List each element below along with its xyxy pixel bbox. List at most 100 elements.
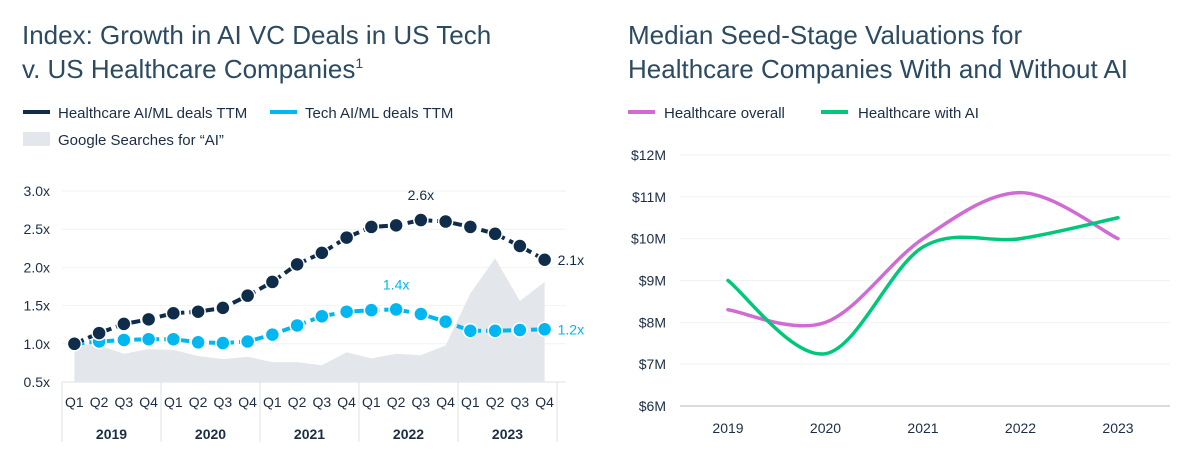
y-tick-label: $6M — [639, 398, 666, 414]
x-tick-year: 2022 — [393, 426, 424, 442]
left-lines: 2.6x 2.1x 1.4x 1.2x — [66, 187, 584, 352]
data-point-tech — [116, 332, 132, 348]
y-tick-label: 2.0x — [24, 259, 50, 275]
y-tick-label: 2.5x — [24, 221, 50, 237]
data-point-tech — [215, 335, 231, 351]
data-point-tech — [413, 306, 429, 322]
y-tick-label: 1.0x — [24, 336, 50, 352]
data-point-tech — [289, 317, 305, 334]
data-point-healthcare — [536, 252, 553, 268]
left-chart-title-line1: Index: Growth in AI VC Deals in US Tech — [22, 20, 491, 50]
right-chart-title-line2: Healthcare Companies With and Without AI — [628, 54, 1128, 84]
data-point-healthcare — [487, 226, 503, 242]
x-tick-quarter: Q4 — [535, 394, 554, 410]
legend-label-google: Google Searches for “AI” — [58, 132, 224, 149]
left-chart-title-line2: v. US Healthcare Companies — [22, 54, 355, 84]
x-tick-quarter: Q1 — [263, 394, 282, 410]
data-point-tech — [512, 322, 528, 338]
x-tick-quarter: Q3 — [313, 394, 332, 410]
left-axis: Q1 Q2 Q3 Q4 2019 Q1 Q2 Q3 Q4 2020 Q1 Q2 Q3 Q4 2021 Q1 Q2… — [61, 382, 558, 442]
x-tick-label: 2021 — [907, 420, 938, 436]
google-searches-area — [74, 258, 545, 382]
x-tick-quarter: Q1 — [164, 394, 183, 410]
data-point-tech — [487, 323, 503, 339]
title-footnote: 1 — [355, 55, 363, 71]
x-tick-quarter: Q2 — [90, 394, 109, 410]
x-tick-quarter: Q4 — [238, 394, 257, 410]
x-tick-label: 2020 — [810, 420, 841, 436]
x-tick-label: 2022 — [1005, 420, 1036, 436]
x-tick-quarter: Q4 — [139, 394, 158, 410]
right-chart: Median Seed-Stage Valuations for Healthc… — [628, 20, 1170, 436]
x-tick-quarter: Q2 — [189, 394, 208, 410]
data-point-healthcare — [314, 245, 330, 261]
data-point-tech — [462, 323, 479, 339]
x-tick-quarter: Q3 — [214, 394, 233, 410]
data-point-healthcare — [91, 325, 107, 341]
y-tick-label: $11M — [632, 189, 666, 205]
series-line-overall — [726, 190, 1120, 328]
data-label: 2.1x — [558, 252, 584, 268]
left-chart: Index: Growth in AI VC Deals in US Tech … — [22, 20, 584, 442]
data-point-healthcare — [190, 303, 206, 320]
data-point-healthcare — [289, 256, 305, 273]
x-tick-quarter: Q1 — [461, 394, 480, 410]
right-grid: $6M $7M $8M $9M $10M $11M $12M 2019 2020 2021 2022… — [631, 147, 1170, 436]
data-point-tech — [363, 302, 380, 318]
data-point-healthcare — [363, 219, 380, 235]
x-tick-quarter: Q3 — [511, 394, 530, 410]
data-point-healthcare — [388, 217, 404, 234]
x-tick-year: 2023 — [492, 426, 523, 442]
x-tick-quarter: Q1 — [65, 394, 84, 410]
data-point-healthcare — [338, 229, 355, 246]
x-tick-quarter: Q2 — [288, 394, 307, 410]
data-point-healthcare — [512, 238, 528, 254]
data-point-healthcare — [66, 336, 83, 352]
y-tick-label: $8M — [639, 314, 666, 330]
x-tick-year: 2020 — [195, 426, 226, 442]
x-tick-label: 2019 — [712, 420, 743, 436]
legend-label-with-ai: Healthcare with AI — [858, 105, 979, 122]
data-point-healthcare — [116, 316, 132, 332]
data-point-tech — [536, 321, 553, 338]
left-area — [74, 258, 545, 382]
data-point-tech — [190, 334, 206, 351]
x-tick-quarter: Q3 — [115, 394, 134, 410]
data-point-healthcare — [462, 219, 479, 235]
series-line-with-ai — [726, 216, 1120, 356]
x-tick-year: 2019 — [96, 426, 127, 442]
legend-swatch-with-ai — [821, 110, 848, 114]
data-point-tech — [264, 326, 281, 343]
data-point-tech — [388, 301, 404, 318]
data-point-tech — [165, 331, 182, 347]
x-tick-label: 2023 — [1102, 420, 1133, 436]
x-tick-quarter: Q2 — [486, 394, 505, 410]
right-lines — [726, 190, 1120, 356]
x-tick-quarter: Q4 — [436, 394, 455, 410]
y-tick-label: 3.0x — [24, 183, 50, 199]
data-point-tech — [314, 308, 330, 325]
data-point-healthcare — [140, 311, 157, 328]
legend-label-tech: Tech AI/ML deals TTM — [305, 105, 453, 122]
data-label: 1.4x — [383, 276, 409, 292]
y-tick-label: $10M — [631, 231, 666, 247]
legend-label-overall: Healthcare overall — [664, 105, 785, 122]
y-tick-label: $12M — [631, 147, 666, 163]
data-label: 2.6x — [408, 187, 434, 203]
legend-swatch-google — [23, 132, 50, 146]
x-tick-quarter: Q2 — [387, 394, 406, 410]
y-tick-label: 1.5x — [24, 298, 50, 314]
data-point-healthcare — [264, 274, 281, 290]
data-point-tech — [140, 331, 157, 347]
data-point-tech — [239, 333, 256, 350]
y-tick-label: 0.5x — [24, 374, 50, 390]
left-grid: 0.5x 1.0x 1.5x 2.0x 2.5x 3.0x — [24, 183, 566, 390]
x-tick-year: 2021 — [294, 426, 325, 442]
legend-swatch-tech — [270, 110, 297, 114]
y-tick-label: $9M — [639, 273, 666, 289]
data-point-tech — [437, 313, 454, 330]
legend-swatch-healthcare — [23, 110, 50, 114]
right-chart-title-line1: Median Seed-Stage Valuations for — [628, 20, 1022, 50]
legend-label-healthcare: Healthcare AI/ML deals TTM — [58, 105, 247, 122]
